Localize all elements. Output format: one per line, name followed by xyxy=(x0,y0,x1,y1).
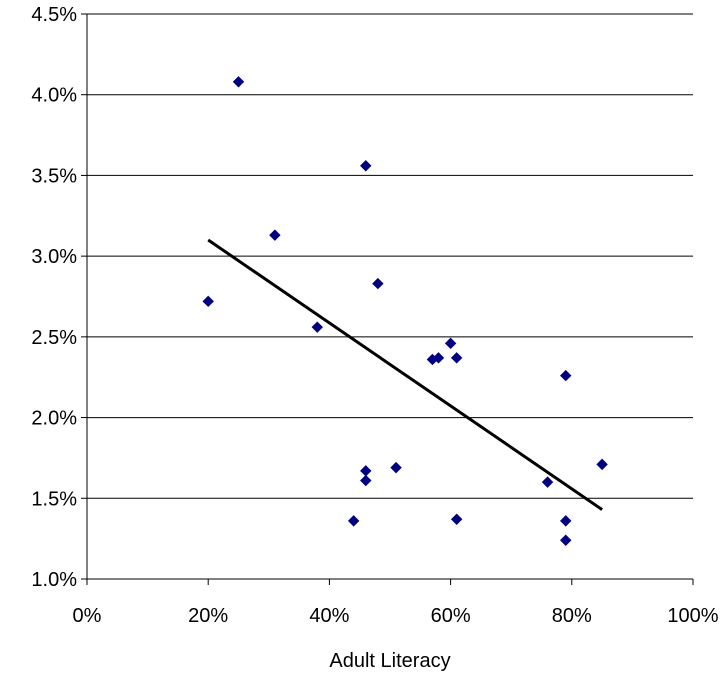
data-point xyxy=(360,465,372,477)
trendline-group xyxy=(207,238,603,511)
data-point xyxy=(311,321,323,333)
data-points xyxy=(202,76,608,546)
x-tick-label: 80% xyxy=(552,605,592,627)
y-tick-label: 4.0% xyxy=(31,85,77,107)
data-point xyxy=(450,352,463,364)
y-tick-label: 1.0% xyxy=(31,569,77,591)
x-tick-label: 40% xyxy=(309,605,349,627)
y-tick-label: 2.0% xyxy=(31,408,77,430)
data-point xyxy=(560,534,572,546)
gridlines xyxy=(87,13,693,499)
trendline xyxy=(207,238,603,511)
data-point xyxy=(450,513,463,525)
data-point xyxy=(432,352,445,364)
x-tick-label: 0% xyxy=(73,605,102,627)
data-point xyxy=(202,295,214,308)
data-point xyxy=(444,337,457,350)
x-axis-title: Adult Literacy xyxy=(329,650,450,672)
y-tick-label: 4.5% xyxy=(31,4,77,26)
y-tick-labels: 1.0% 1.5% 2.0% 2.5% 3.0% 3.5% 4.0% 4.5% xyxy=(31,4,77,591)
x-tick-labels: 0% 20% 40% 60% 80% 100% xyxy=(73,605,719,627)
data-point xyxy=(360,160,372,172)
data-point xyxy=(541,476,554,488)
y-tick-label: 2.5% xyxy=(31,327,77,349)
data-point xyxy=(560,515,572,527)
data-point xyxy=(560,369,572,382)
y-tick-label: 1.5% xyxy=(31,488,77,510)
x-tick-label: 100% xyxy=(667,605,718,627)
y-tick-label: 3.0% xyxy=(31,246,77,268)
axes xyxy=(81,13,694,585)
data-point xyxy=(390,461,402,474)
data-point xyxy=(360,474,372,487)
data-point xyxy=(596,458,608,471)
data-point xyxy=(269,229,281,241)
data-point xyxy=(372,277,384,290)
x-tick-label: 20% xyxy=(188,605,228,627)
data-point xyxy=(232,76,245,88)
data-point xyxy=(347,515,360,527)
x-tick-label: 60% xyxy=(431,605,471,627)
y-tick-label: 3.5% xyxy=(31,165,77,187)
